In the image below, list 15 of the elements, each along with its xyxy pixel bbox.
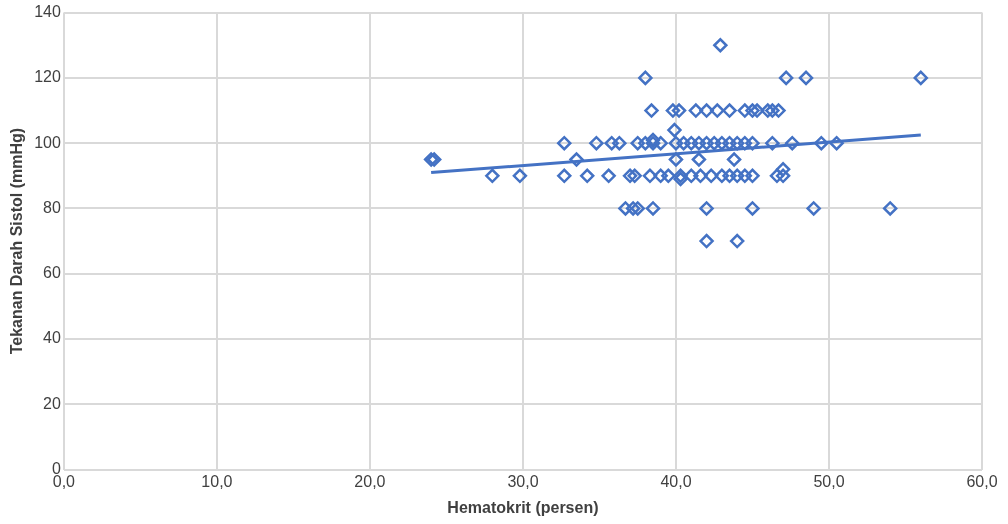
- x-tick-label: 50,0: [813, 472, 845, 490]
- y-tick-label: 40: [43, 329, 61, 347]
- y-tick-label: 20: [43, 394, 61, 412]
- y-axis-title: Tekanan Darah Sistol (mmHg): [8, 127, 26, 355]
- y-tick-label: 80: [43, 198, 61, 216]
- y-tick-label: 140: [34, 3, 61, 21]
- x-tick-label: 30,0: [507, 472, 539, 490]
- x-tick-label: 60,0: [966, 472, 998, 490]
- x-axis-title: Hematokrit (persen): [447, 498, 599, 516]
- x-tick-label: 20,0: [354, 472, 386, 490]
- x-tick-label: 40,0: [660, 472, 692, 490]
- y-tick-label: 120: [34, 68, 61, 86]
- y-tick-label: 100: [34, 133, 61, 151]
- y-tick-label: 60: [43, 264, 61, 282]
- x-tick-label: 10,0: [201, 472, 233, 490]
